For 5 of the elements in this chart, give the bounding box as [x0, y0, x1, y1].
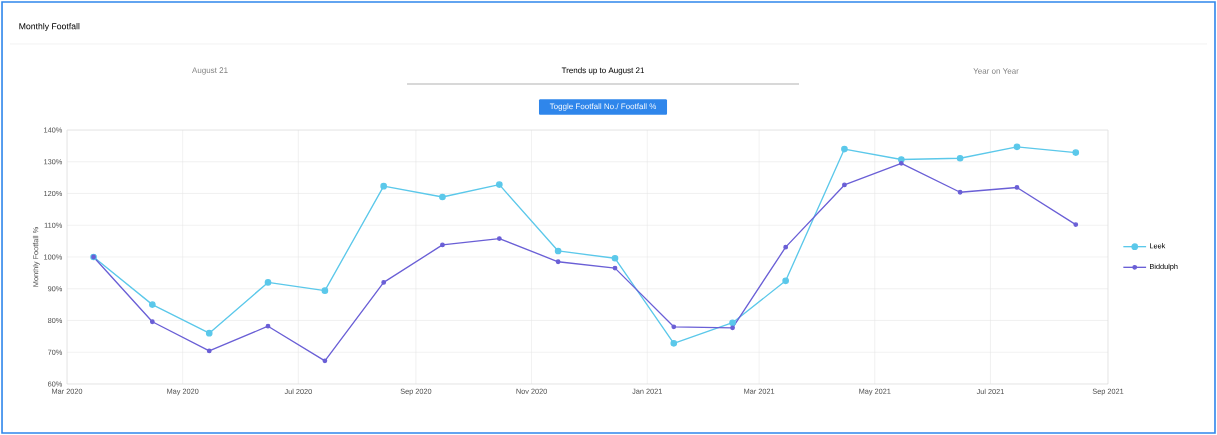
chart-title: Monthly Footfall [19, 22, 80, 32]
text: Toggle Footfall No./ Footfall % [549, 103, 657, 111]
text: Year on Year [973, 68, 1019, 74]
text: Trends up to August 21 [561, 67, 645, 75]
text: August 21 [192, 67, 228, 75]
